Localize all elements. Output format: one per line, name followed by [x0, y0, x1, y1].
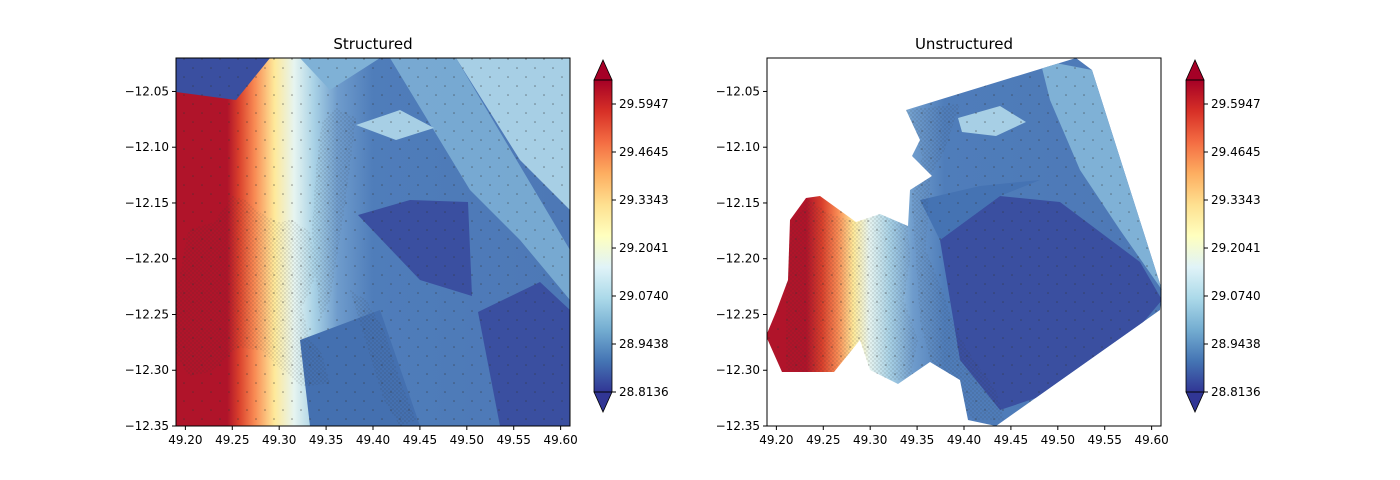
- colorbar-frame: [1185, 79, 1205, 393]
- x-tick-label: 49.30: [853, 433, 887, 447]
- colorbar-tick-label: 29.3343: [619, 193, 669, 207]
- colorbar-extend-max: [593, 59, 613, 81]
- colorbar-tick-label: 29.4645: [619, 145, 669, 159]
- y-tick-label: −12.25: [125, 307, 169, 321]
- colorbar-tick-label: 29.5947: [619, 97, 669, 111]
- x-tick-label: 49.20: [168, 433, 202, 447]
- colorbar-tick-label: 28.8136: [1211, 385, 1261, 399]
- colorbar-tick-label: 29.2041: [1211, 241, 1261, 255]
- x-tick-label: 49.60: [1134, 433, 1168, 447]
- mesh-points-dense: [176, 196, 330, 386]
- contour-field: [767, 58, 1162, 426]
- mesh-points-dense: [350, 290, 416, 426]
- y-tick-label: −12.30: [125, 363, 169, 377]
- x-tick-label: 49.50: [1041, 433, 1075, 447]
- y-tick-label: −12.30: [716, 363, 760, 377]
- colorbar-tick-label: 28.9438: [619, 337, 669, 351]
- x-tick-label: 49.35: [309, 433, 343, 447]
- y-tick-label: −12.25: [716, 307, 760, 321]
- x-tick-label: 49.60: [543, 433, 577, 447]
- x-tick-label: 49.40: [947, 433, 981, 447]
- y-tick-label: −12.15: [716, 196, 760, 210]
- colorbar-tick-label: 29.0740: [619, 289, 669, 303]
- colorbar-tick-label: 29.2041: [619, 241, 669, 255]
- chart-title: Structured: [333, 35, 412, 53]
- x-tick-label: 49.25: [806, 433, 840, 447]
- colorbar-scale: [1186, 80, 1204, 392]
- y-tick-label: −12.20: [716, 252, 760, 266]
- colorbar-tick-label: 29.0740: [1211, 289, 1261, 303]
- y-tick-label: −12.10: [125, 140, 169, 154]
- y-tick-label: −12.35: [125, 419, 169, 433]
- x-tick-label: 49.20: [759, 433, 793, 447]
- y-tick-label: −12.20: [125, 252, 169, 266]
- x-tick-label: 49.55: [1088, 433, 1122, 447]
- colorbar-extend-min: [1185, 391, 1205, 413]
- colorbar: 28.8136 28.9438 29.0740 29.2041 29.3343 29.46…: [1185, 59, 1261, 413]
- mesh-points-dense: [906, 104, 1004, 420]
- colorbar-extend-max: [1185, 59, 1205, 81]
- x-tick-label: 49.35: [900, 433, 934, 447]
- y-tick-label: −12.05: [716, 84, 760, 98]
- colorbar-scale: [594, 80, 612, 392]
- mesh-points-dense: [312, 108, 356, 320]
- y-tick-label: −12.10: [716, 140, 760, 154]
- x-tick-label: 49.30: [262, 433, 296, 447]
- colorbar-tick-label: 29.5947: [1211, 97, 1261, 111]
- colorbar-extend-min: [593, 391, 613, 413]
- x-tick-label: 49.50: [450, 433, 484, 447]
- colorbar-tick-label: 29.4645: [1211, 145, 1261, 159]
- y-tick-label: −12.05: [125, 84, 169, 98]
- x-tick-label: 49.45: [403, 433, 437, 447]
- chart-title: Unstructured: [915, 35, 1013, 53]
- x-tick-label: 49.45: [994, 433, 1028, 447]
- contour-field: [176, 58, 570, 426]
- y-tick-label: −12.35: [716, 419, 760, 433]
- colorbar-tick-label: 28.8136: [619, 385, 669, 399]
- panels: Structured 49.20 49.25 49.30 49.35 49.40 49.45…: [125, 35, 1261, 447]
- colorbar-tick-label: 29.3343: [1211, 193, 1261, 207]
- colorbar-frame: [593, 79, 613, 393]
- chart-panel-0: Structured 49.20 49.25 49.30 49.35 49.40 49.45…: [125, 35, 669, 447]
- mesh-points-dense: [786, 200, 918, 382]
- chart-panel-1: Unstructured 49.20 49.25 49.30 49.35 49.40 49.…: [716, 35, 1261, 447]
- x-tick-label: 49.40: [356, 433, 390, 447]
- x-tick-label: 49.25: [215, 433, 249, 447]
- colorbar: 28.8136 28.9438 29.0740 29.2041 29.3343 29.46…: [593, 59, 669, 413]
- colorbar-tick-label: 28.9438: [1211, 337, 1261, 351]
- y-tick-label: −12.15: [125, 196, 169, 210]
- x-tick-label: 49.55: [497, 433, 531, 447]
